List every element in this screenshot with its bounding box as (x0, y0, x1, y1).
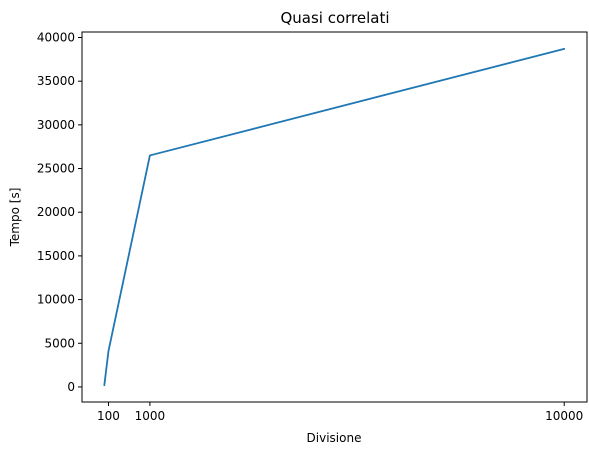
x-tick-label: 1000 (135, 409, 166, 423)
chart-title: Quasi correlati (280, 9, 389, 27)
x-tick-label: 10000 (545, 409, 583, 423)
series-layer (103, 47, 566, 387)
y-tick-label: 30000 (37, 118, 75, 132)
y-tick-label: 40000 (37, 31, 75, 45)
y-tick-label: 35000 (37, 74, 75, 88)
y-axis-label: Tempo [s] (8, 188, 22, 248)
x-tick-label: 100 (97, 409, 120, 423)
x-axis-ticks: 100 1000 10000 (97, 402, 583, 423)
y-tick-label: 25000 (37, 162, 75, 176)
plot-area-frame (81, 31, 588, 403)
y-tick-label: 10000 (37, 293, 75, 307)
y-tick-label: 20000 (37, 205, 75, 219)
y-tick-label: 5000 (44, 336, 75, 350)
x-axis-label: Divisione (307, 431, 362, 445)
y-axis-ticks: 0 5000 10000 15000 20000 25000 30000 35000 40000 (37, 31, 82, 394)
y-tick-label: 0 (67, 380, 75, 394)
y-tick-label: 15000 (37, 249, 75, 263)
series-line-0 (103, 47, 566, 387)
